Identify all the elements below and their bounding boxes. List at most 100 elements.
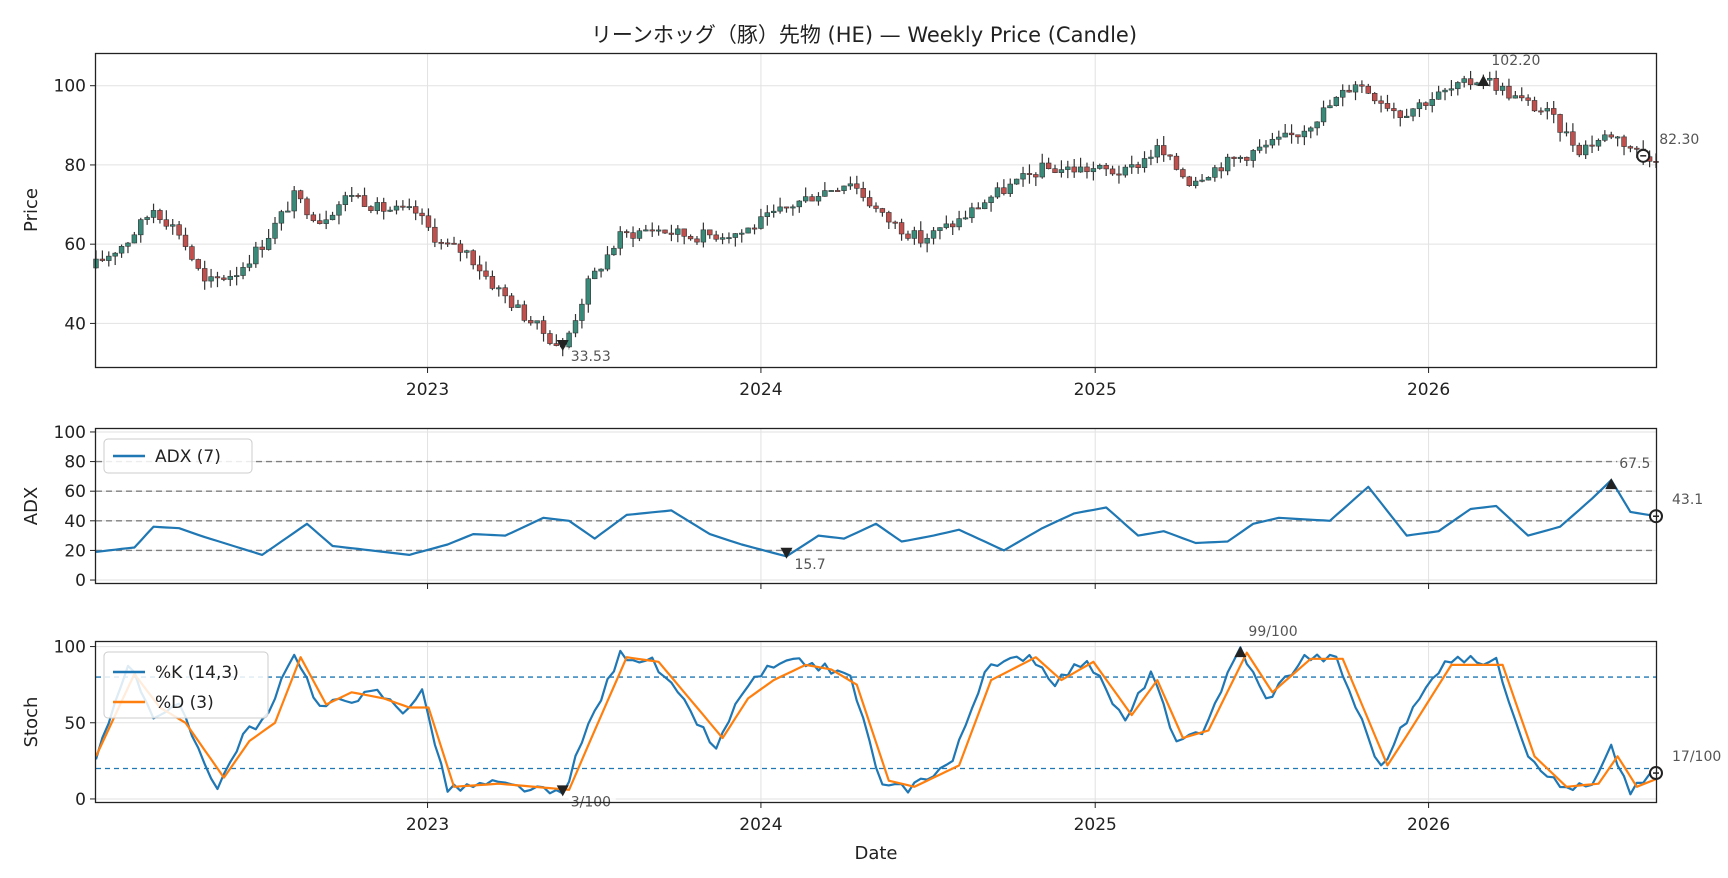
- candle-body: [393, 205, 400, 211]
- candle-body: [106, 255, 112, 261]
- candle-body: [1058, 169, 1065, 173]
- x-tick-label: 2025: [1074, 815, 1117, 835]
- candle-body: [1519, 95, 1525, 99]
- candle-body: [381, 202, 387, 212]
- adx-frame: [94, 427, 1658, 585]
- candle-body: [988, 196, 994, 203]
- candle-body: [476, 264, 483, 272]
- candle-body: [457, 243, 464, 253]
- candle-body: [726, 237, 732, 240]
- candle-body: [1365, 85, 1371, 94]
- candle-body: [253, 246, 259, 265]
- candle-body: [1276, 136, 1282, 140]
- candle-body: [1614, 136, 1621, 139]
- high-label: 67.5: [1619, 456, 1650, 472]
- candle-body: [1544, 108, 1551, 112]
- price-panel: 40 60 80 100 2023 2024 2025 2026 33.53 102.20 82.…: [21, 51, 1699, 400]
- adx-ticks: 0 20 40 60 80 100: [54, 423, 1430, 591]
- x-tick-label: 2024: [739, 380, 782, 400]
- candle-body: [1455, 82, 1461, 90]
- candle-body: [981, 202, 988, 210]
- candle-body: [336, 204, 342, 216]
- candle-body: [553, 343, 560, 346]
- candle-body: [1001, 187, 1007, 194]
- candle-body: [1135, 164, 1141, 168]
- candle-body: [1467, 78, 1474, 86]
- candle-body: [1448, 88, 1455, 91]
- high-label: 99/100: [1248, 624, 1297, 640]
- candle-body: [1212, 167, 1218, 178]
- y-tick-label: 0: [75, 790, 86, 810]
- candle-body: [144, 217, 150, 220]
- candle-body: [898, 222, 905, 235]
- d-legend-label: %D (3): [155, 693, 214, 713]
- stoch-ticks: 0 50 100 2023 2024 2025 2026: [54, 638, 1451, 835]
- candle-body: [662, 229, 668, 234]
- candle-body: [221, 277, 227, 280]
- high-label-bg: [1246, 623, 1302, 641]
- y-tick-label: 40: [64, 314, 86, 334]
- candle-body: [611, 247, 617, 256]
- candle-body: [349, 195, 355, 197]
- candle-body: [1237, 156, 1244, 159]
- candle-body: [1308, 127, 1314, 132]
- candle-body: [873, 205, 879, 209]
- adx-legend-label: ADX (7): [155, 447, 221, 467]
- candle-body: [598, 268, 604, 272]
- candle-body: [591, 270, 598, 280]
- x-tick-label: 2026: [1407, 815, 1450, 835]
- k-legend-label: %K (14,3): [155, 663, 239, 683]
- candle-body: [943, 223, 950, 228]
- candle-body: [406, 206, 412, 209]
- candle-body: [886, 212, 892, 223]
- candle-body: [802, 196, 809, 202]
- y-tick-label: 0: [75, 571, 86, 591]
- candle-body: [1627, 146, 1634, 149]
- candle-body: [432, 226, 438, 243]
- candle-body: [227, 275, 233, 280]
- candle-body: [419, 212, 425, 217]
- candle-body: [1295, 134, 1301, 138]
- low-marker: [780, 547, 793, 559]
- adx-lines: [95, 460, 1657, 558]
- candle-body: [374, 202, 381, 211]
- candle-body: [1173, 155, 1180, 170]
- y-tick-label: 60: [64, 482, 86, 502]
- high-marker: [1477, 74, 1490, 86]
- candle-body: [1231, 156, 1237, 159]
- candle-body: [317, 220, 323, 224]
- candle-body: [1557, 114, 1563, 133]
- candle-body: [323, 219, 329, 224]
- candle-body: [924, 237, 930, 244]
- candle-body: [1090, 168, 1097, 173]
- candle-body: [1525, 97, 1531, 101]
- candle-body: [713, 234, 719, 240]
- y-tick-label: 50: [64, 714, 86, 734]
- candle-body: [125, 242, 131, 247]
- candle-body: [1263, 144, 1269, 148]
- candle-body: [1435, 91, 1442, 100]
- candle-body: [1320, 107, 1327, 123]
- candle-body: [579, 303, 585, 321]
- candle-body: [1429, 99, 1435, 106]
- candle-body: [758, 216, 764, 229]
- candle-body: [1205, 177, 1212, 181]
- candle-body: [1007, 183, 1013, 194]
- high-label: 102.20: [1491, 53, 1540, 69]
- candle-body: [310, 214, 317, 221]
- candle-body: [1461, 78, 1467, 83]
- candle-body: [1020, 173, 1026, 180]
- candle-body: [1608, 134, 1614, 138]
- candle-body: [636, 230, 643, 239]
- candle-body: [528, 320, 534, 324]
- candle-body: [1077, 166, 1084, 173]
- candle-body: [623, 231, 630, 234]
- candle-body: [1352, 84, 1359, 93]
- candle-body: [400, 205, 406, 208]
- candle-body: [911, 230, 918, 239]
- candle-body: [994, 187, 1001, 198]
- candle-body: [214, 276, 221, 279]
- candle-body: [99, 258, 106, 261]
